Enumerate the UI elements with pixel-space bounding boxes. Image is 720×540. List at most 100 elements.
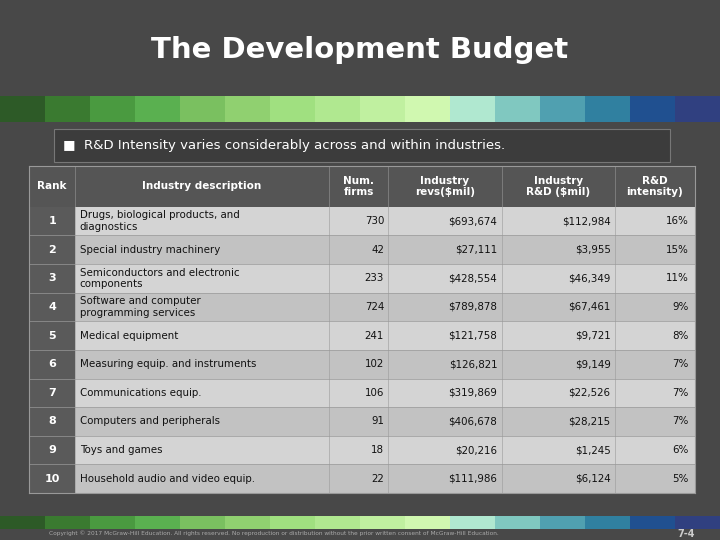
FancyBboxPatch shape [29, 379, 695, 407]
Text: $319,869: $319,869 [449, 388, 498, 398]
FancyBboxPatch shape [405, 516, 450, 529]
Text: 3: 3 [48, 273, 56, 284]
FancyBboxPatch shape [29, 407, 695, 436]
Text: $9,149: $9,149 [575, 359, 611, 369]
FancyBboxPatch shape [29, 235, 76, 264]
Text: $3,955: $3,955 [575, 245, 611, 255]
FancyBboxPatch shape [360, 96, 405, 122]
FancyBboxPatch shape [180, 96, 225, 122]
FancyBboxPatch shape [495, 516, 540, 529]
FancyBboxPatch shape [315, 516, 360, 529]
Text: 5: 5 [48, 330, 56, 341]
Text: Rank: Rank [37, 181, 67, 191]
Text: 9%: 9% [672, 302, 689, 312]
Text: 2: 2 [48, 245, 56, 255]
FancyBboxPatch shape [180, 516, 225, 529]
FancyBboxPatch shape [405, 96, 450, 122]
FancyBboxPatch shape [225, 516, 270, 529]
Text: Semiconductors and electronic
components: Semiconductors and electronic components [80, 267, 239, 289]
Text: Copyright © 2017 McGraw-Hill Education. All rights reserved. No reproduction or : Copyright © 2017 McGraw-Hill Education. … [49, 531, 498, 536]
Text: Communications equip.: Communications equip. [80, 388, 202, 398]
FancyBboxPatch shape [29, 321, 76, 350]
FancyBboxPatch shape [135, 96, 180, 122]
Text: 9: 9 [48, 445, 56, 455]
FancyBboxPatch shape [45, 96, 90, 122]
Text: 102: 102 [365, 359, 384, 369]
FancyBboxPatch shape [29, 321, 695, 350]
FancyBboxPatch shape [675, 516, 720, 529]
FancyBboxPatch shape [29, 436, 695, 464]
FancyBboxPatch shape [29, 464, 76, 493]
FancyBboxPatch shape [29, 436, 76, 464]
FancyBboxPatch shape [630, 516, 675, 529]
FancyBboxPatch shape [315, 96, 360, 122]
Text: 730: 730 [365, 216, 384, 226]
Text: ■  R&D Intensity varies considerably across and within industries.: ■ R&D Intensity varies considerably acro… [63, 139, 505, 152]
Text: $67,461: $67,461 [568, 302, 611, 312]
FancyBboxPatch shape [540, 516, 585, 529]
Text: 15%: 15% [666, 245, 689, 255]
Text: $406,678: $406,678 [449, 416, 498, 427]
Text: Industry
R&D ($mil): Industry R&D ($mil) [526, 176, 590, 197]
Text: 18: 18 [371, 445, 384, 455]
Text: 1: 1 [48, 216, 56, 226]
Text: R&D
intensity): R&D intensity) [626, 176, 683, 197]
FancyBboxPatch shape [29, 350, 76, 379]
FancyBboxPatch shape [585, 96, 630, 122]
FancyBboxPatch shape [45, 516, 90, 529]
Text: 6: 6 [48, 359, 56, 369]
FancyBboxPatch shape [0, 516, 45, 529]
FancyBboxPatch shape [495, 96, 540, 122]
FancyBboxPatch shape [450, 516, 495, 529]
FancyBboxPatch shape [585, 516, 630, 529]
Text: 233: 233 [365, 273, 384, 284]
FancyBboxPatch shape [360, 516, 405, 529]
Text: 8%: 8% [672, 330, 689, 341]
Text: $9,721: $9,721 [575, 330, 611, 341]
FancyBboxPatch shape [135, 516, 180, 529]
Text: $6,124: $6,124 [575, 474, 611, 484]
Text: Software and computer
programming services: Software and computer programming servic… [80, 296, 200, 318]
FancyBboxPatch shape [450, 96, 495, 122]
Text: $789,878: $789,878 [449, 302, 498, 312]
Text: 106: 106 [365, 388, 384, 398]
FancyBboxPatch shape [29, 207, 76, 235]
FancyBboxPatch shape [0, 96, 45, 122]
Text: 6%: 6% [672, 445, 689, 455]
Text: 724: 724 [365, 302, 384, 312]
Text: 8: 8 [48, 416, 56, 427]
Text: $20,216: $20,216 [455, 445, 498, 455]
Text: Measuring equip. and instruments: Measuring equip. and instruments [80, 359, 256, 369]
FancyBboxPatch shape [225, 96, 270, 122]
Text: Num.
firms: Num. firms [343, 176, 374, 197]
FancyBboxPatch shape [270, 96, 315, 122]
Text: 16%: 16% [666, 216, 689, 226]
Text: Industry
revs($mil): Industry revs($mil) [415, 176, 475, 197]
Text: 10: 10 [45, 474, 60, 484]
Text: 4: 4 [48, 302, 56, 312]
FancyBboxPatch shape [29, 207, 695, 235]
Text: $27,111: $27,111 [455, 245, 498, 255]
Text: 5%: 5% [672, 474, 689, 484]
Text: $28,215: $28,215 [568, 416, 611, 427]
Text: 241: 241 [365, 330, 384, 341]
Text: The Development Budget: The Development Budget [151, 36, 569, 64]
Text: $46,349: $46,349 [568, 273, 611, 284]
Text: $22,526: $22,526 [569, 388, 611, 398]
FancyBboxPatch shape [29, 379, 76, 407]
FancyBboxPatch shape [90, 96, 135, 122]
FancyBboxPatch shape [540, 96, 585, 122]
FancyBboxPatch shape [29, 293, 695, 321]
Text: 22: 22 [372, 474, 384, 484]
Text: 91: 91 [371, 416, 384, 427]
Text: $693,674: $693,674 [449, 216, 498, 226]
Text: 7%: 7% [672, 388, 689, 398]
Text: Drugs, biological products, and
diagnostics: Drugs, biological products, and diagnost… [80, 211, 240, 232]
FancyBboxPatch shape [54, 129, 670, 162]
FancyBboxPatch shape [630, 96, 675, 122]
FancyBboxPatch shape [270, 516, 315, 529]
FancyBboxPatch shape [29, 235, 695, 264]
FancyBboxPatch shape [29, 350, 695, 379]
FancyBboxPatch shape [29, 407, 76, 436]
Text: 7: 7 [48, 388, 56, 398]
